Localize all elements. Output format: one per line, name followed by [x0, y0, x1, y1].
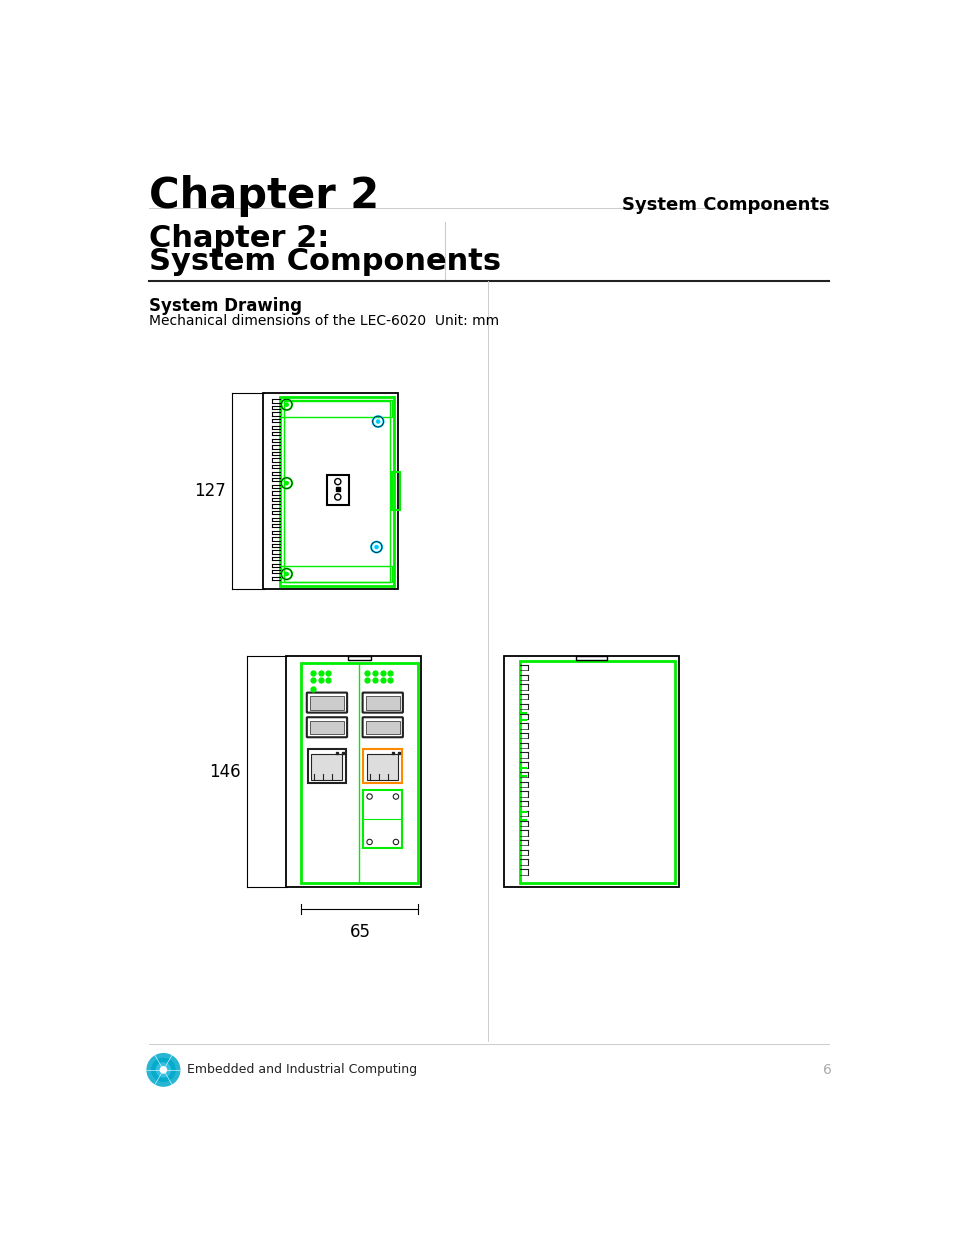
Text: Chapter 2: Chapter 2	[149, 175, 378, 217]
Bar	[307, 748, 346, 783]
Bar	[262, 393, 397, 589]
Text: Chapter 2:: Chapter 2:	[149, 224, 329, 253]
Text: Mechanical dimensions of the LEC-6020  Unit: mm: Mechanical dimensions of the LEC-6020 Un…	[149, 314, 498, 327]
Bar	[575, 656, 606, 661]
Bar	[504, 656, 679, 888]
FancyBboxPatch shape	[362, 693, 402, 713]
Text: 127: 127	[193, 482, 225, 500]
Bar	[367, 755, 397, 779]
Circle shape	[284, 403, 289, 406]
Bar	[365, 721, 399, 734]
Bar	[519, 661, 674, 883]
Circle shape	[284, 480, 289, 485]
FancyBboxPatch shape	[362, 718, 402, 737]
Bar	[310, 721, 344, 734]
Bar	[348, 656, 371, 661]
Circle shape	[284, 572, 289, 577]
Bar	[363, 790, 402, 848]
Bar	[283, 401, 390, 582]
Text: System Components: System Components	[149, 247, 500, 275]
Bar	[311, 755, 342, 779]
Text: Embedded and Industrial Computing: Embedded and Industrial Computing	[187, 1063, 416, 1077]
Circle shape	[151, 1057, 175, 1082]
Bar	[301, 662, 418, 883]
Circle shape	[375, 419, 380, 424]
FancyBboxPatch shape	[307, 693, 347, 713]
FancyBboxPatch shape	[307, 718, 347, 737]
Bar	[286, 656, 421, 888]
Bar	[327, 475, 348, 505]
Text: System Drawing: System Drawing	[149, 296, 301, 315]
Text: 146: 146	[209, 763, 241, 781]
Bar	[365, 697, 399, 710]
Circle shape	[159, 1066, 167, 1073]
Text: 6: 6	[822, 1063, 831, 1077]
Bar	[363, 748, 402, 783]
Text: 65: 65	[349, 923, 370, 941]
Circle shape	[160, 1067, 167, 1073]
Circle shape	[374, 545, 378, 550]
Bar	[392, 472, 399, 510]
Bar	[281, 400, 392, 417]
Circle shape	[146, 1053, 180, 1087]
Text: System Components: System Components	[620, 196, 828, 214]
Bar	[279, 396, 394, 585]
Circle shape	[155, 1062, 171, 1078]
Bar	[281, 567, 392, 582]
Bar	[310, 697, 344, 710]
